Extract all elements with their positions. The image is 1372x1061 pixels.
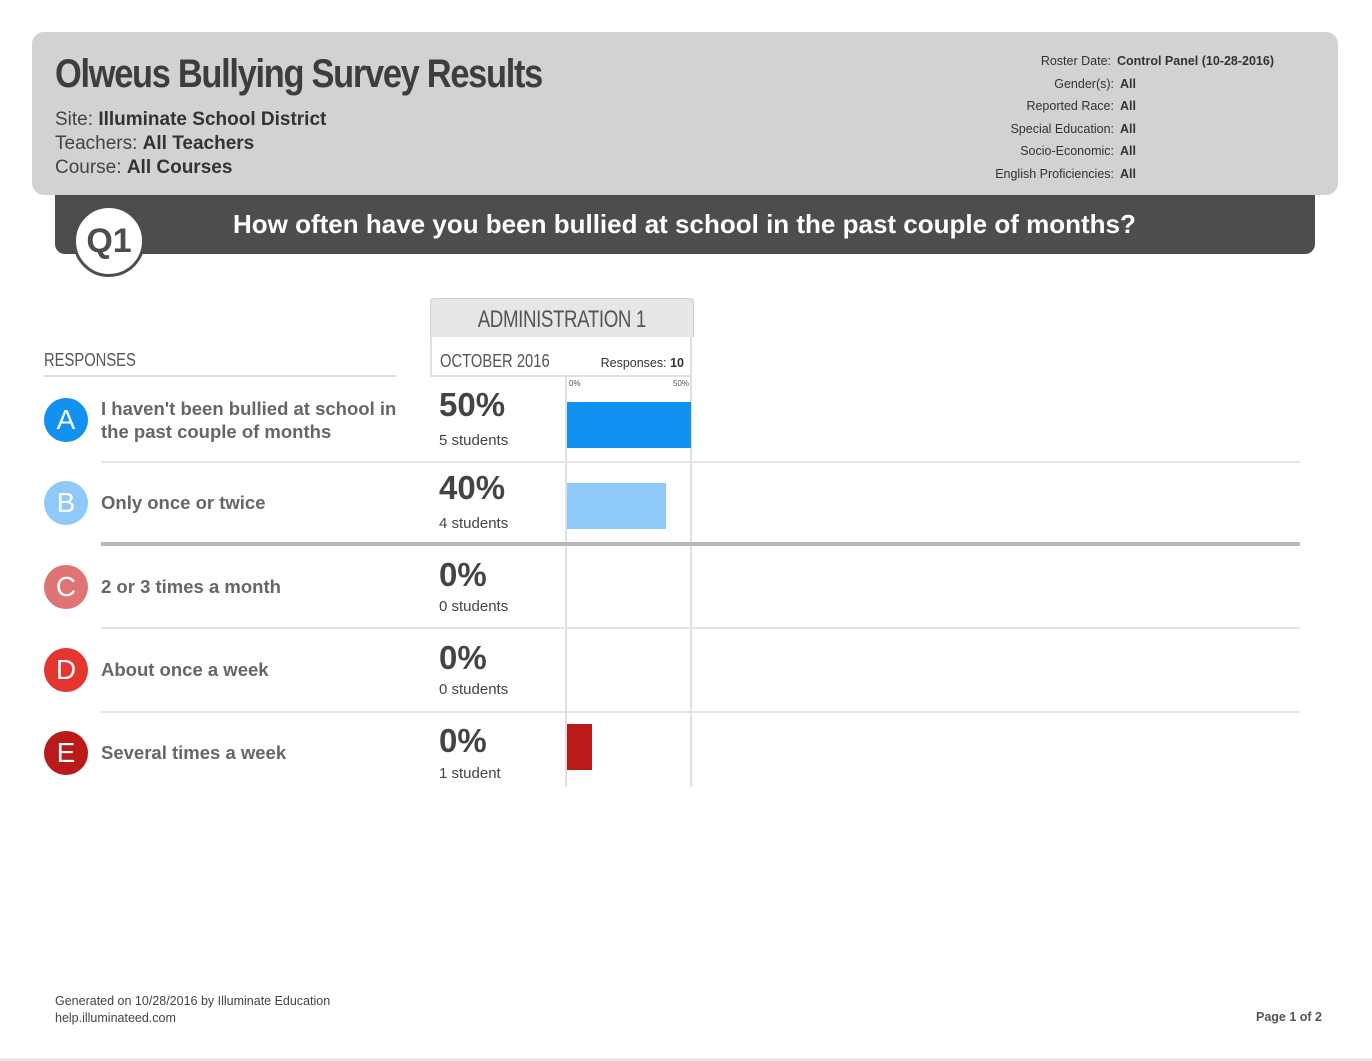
answer-percent: 0% <box>439 639 487 676</box>
answer-label: Only once or twice <box>101 492 266 513</box>
filter-value: All <box>1120 144 1136 159</box>
responses-value: 10 <box>670 356 684 370</box>
responses-label: Responses: <box>600 356 667 370</box>
answer-label: I haven't been bullied at school in the … <box>101 398 397 442</box>
filter-list: Roster Date: Control Panel (10-28-2016) G… <box>995 50 1274 186</box>
axis-max-label: 50% <box>673 379 690 388</box>
course-value: All Courses <box>126 157 233 178</box>
administration-subheader: OCTOBER 2016 Responses: 10 <box>430 337 692 375</box>
answer-badge-e: E <box>44 731 88 775</box>
answer-badge-b: B <box>44 481 88 525</box>
course-label: Course: <box>55 157 122 178</box>
answer-count: 1 student <box>439 765 501 782</box>
page-number: Page 1 of 2 <box>1256 1010 1322 1024</box>
filter-label: English Proficiencies: <box>995 166 1114 181</box>
report-context: Site: Illuminate School District Teacher… <box>55 108 326 180</box>
answer-bar-e <box>567 724 592 770</box>
filter-label: Roster Date: <box>1040 54 1111 68</box>
answer-label: 2 or 3 times a month <box>101 576 281 597</box>
bar-chart-column <box>565 377 692 787</box>
filter-label: Special Education: <box>1010 121 1114 136</box>
footer-generated: Generated on 10/28/2016 by Illuminate Ed… <box>55 994 331 1008</box>
row-divider <box>101 711 1300 713</box>
filter-value: Control Panel (10-28-2016) <box>1117 54 1274 68</box>
row-divider <box>101 542 1300 546</box>
axis-min-label: 0% <box>569 379 581 388</box>
answer-badge-d: D <box>44 648 88 692</box>
filter-value: All <box>1120 76 1136 91</box>
answer-count: 5 students <box>439 432 509 449</box>
divider <box>430 375 692 377</box>
administration-month: OCTOBER 2016 <box>440 351 550 371</box>
responses-heading: RESPONSES <box>44 350 136 370</box>
answer-percent: 40% <box>439 469 506 506</box>
report-title: Olweus Bullying Survey Results <box>55 52 543 96</box>
question-bar: How often have you been bullied at schoo… <box>55 195 1315 254</box>
filter-label: Reported Race: <box>1026 99 1114 114</box>
answer-percent: 0% <box>439 722 487 759</box>
site-label: Site: <box>55 109 94 130</box>
answer-count: 0 students <box>439 598 509 615</box>
row-divider <box>101 627 1300 629</box>
page-edge <box>0 1058 1372 1061</box>
filter-value: All <box>1120 99 1136 114</box>
answer-bar-a <box>567 402 691 448</box>
answer-percent: 0% <box>439 556 487 593</box>
report-header: Olweus Bullying Survey Results Site: Ill… <box>32 32 1338 195</box>
filter-value: All <box>1120 121 1136 136</box>
site-value: Illuminate School District <box>98 109 327 130</box>
responses-count: Responses: 10 <box>601 356 684 370</box>
answer-count: 0 students <box>439 681 509 698</box>
teachers-value: All Teachers <box>142 133 255 154</box>
divider <box>44 375 396 377</box>
footer-info: Generated on 10/28/2016 by Illuminate Ed… <box>55 993 330 1026</box>
administration-header: ADMINISTRATION 1 <box>430 298 694 337</box>
answer-badge-a: A <box>44 398 88 442</box>
footer-site: help.illuminateed.com <box>55 1010 176 1025</box>
filter-label: Socio-Economic: <box>1020 144 1114 159</box>
filter-label: Gender(s): <box>1054 76 1114 91</box>
answer-count: 4 students <box>439 515 509 532</box>
question-text: How often have you been bullied at schoo… <box>233 209 1136 239</box>
row-divider <box>101 461 1300 463</box>
answer-bar-b <box>567 483 666 529</box>
question-badge: Q1 <box>73 205 145 277</box>
answer-label: Several times a week <box>101 742 287 763</box>
teachers-label: Teachers: <box>55 133 138 154</box>
answer-label: About once a week <box>101 659 269 680</box>
answer-percent: 50% <box>439 386 506 423</box>
answer-badge-c: C <box>44 565 88 609</box>
filter-value: All <box>1120 166 1136 181</box>
administration-title: ADMINISTRATION 1 <box>477 306 647 333</box>
